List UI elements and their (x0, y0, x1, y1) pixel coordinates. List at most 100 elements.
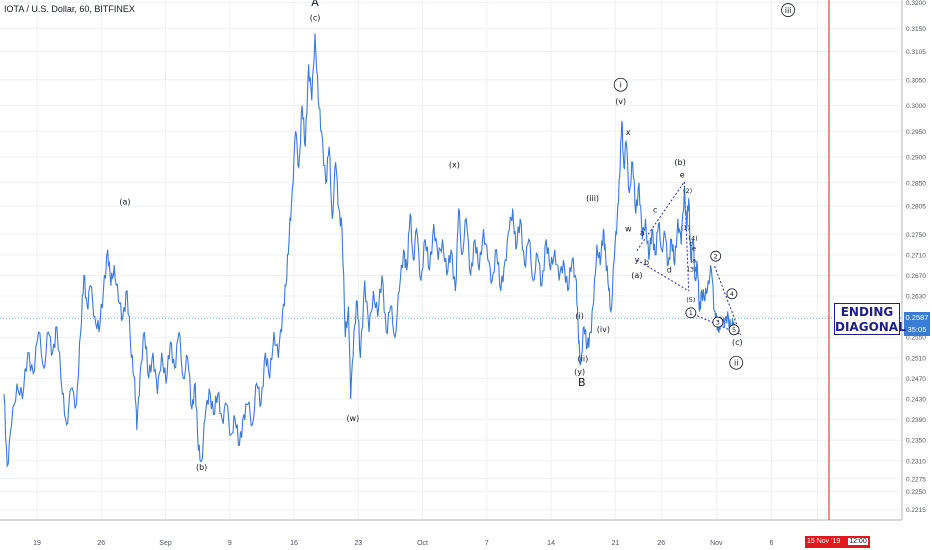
price-tick-label: 0.3000 (906, 103, 926, 110)
price-tick-label: 0.2805 (906, 203, 926, 210)
wave-label-circle (728, 324, 740, 336)
wave-label: (i) (575, 312, 583, 321)
wave-label: 1 (689, 309, 693, 317)
price-tick-label: 0.3050 (906, 77, 926, 84)
price-tick-label: 0.2470 (906, 376, 926, 383)
symbol-title: IOTA / U.S. Dollar, 60, BITFINEX (4, 4, 135, 14)
wave-label: (y) (574, 367, 585, 376)
time-tick-label: 26 (657, 540, 665, 547)
time-tick-label: Sep (159, 540, 172, 547)
time-tick-label: 19 (33, 540, 41, 547)
wave-label: (iii) (586, 194, 599, 203)
wave-label: (a) (631, 271, 642, 280)
wave-label: 4 (730, 290, 734, 298)
time-tick-label: 23 (354, 540, 362, 547)
price-tick-label: 0.2670 (906, 273, 926, 280)
time-tick-label: 6 (769, 540, 773, 547)
annotation-line-1: ENDING (840, 305, 894, 319)
wave-label: 2 (714, 252, 718, 260)
wave-label: c (689, 240, 693, 248)
price-tick-label: 0.2310 (906, 458, 926, 465)
wave-label: iii (785, 6, 792, 15)
price-tick-label: 0.2850 (906, 180, 926, 187)
price-axis: 0.3200 0.3150 0.3105 0.3050 0.3000 0.2950 0.29… (901, 0, 932, 550)
wave-label-circle (613, 77, 628, 92)
chart-grid (0, 0, 902, 520)
wave-label: (a) (119, 197, 130, 206)
wave-label: i (620, 81, 622, 90)
price-tick-label: 0.2510 (906, 355, 926, 362)
time-tick-label: 7 (485, 540, 489, 547)
price-tick-label: 0.2430 (906, 397, 926, 404)
wave-label-circle (726, 288, 738, 300)
wave-label: (b) (196, 463, 207, 472)
price-axis-panel (902, 0, 932, 550)
wave-label: x (626, 128, 631, 137)
wave-label: a (640, 228, 645, 237)
wave-label: w (625, 225, 632, 234)
price-tick-label: 0.2350 (906, 438, 926, 445)
wave-label: a (692, 257, 696, 265)
wave-label: (ii) (578, 354, 589, 363)
time-tick-label: Oct (417, 540, 428, 547)
ending-diagonal-annotation: ENDING DIAGONAL (834, 303, 906, 335)
wave-label: A (311, 0, 319, 9)
price-tick-label: 0.2390 (906, 417, 926, 424)
wave-label: e (680, 171, 685, 180)
current-price-tag: 0.2587 (904, 312, 930, 325)
time-tick-label: Nov (710, 540, 723, 547)
wave-label: ii (734, 359, 738, 368)
time-tick-label: 16 (290, 540, 298, 547)
diagonal-lower-line (689, 312, 741, 336)
time-tick-label: 26 (97, 540, 105, 547)
wave-label: (4) (688, 234, 697, 242)
time-tick-label: 9 (228, 540, 232, 547)
time-axis: 1926Sep91623Oct7142126Nov611 (0, 519, 902, 547)
wave-label: (w) (346, 414, 359, 423)
price-series-line (3, 33, 735, 468)
wave-label: y (635, 256, 640, 265)
wave-label: (3) (687, 265, 696, 273)
time-marker-tag: 15 Nov '19 12:00 (805, 536, 870, 548)
wave-label: e (692, 245, 696, 253)
wave-label: (5) (686, 296, 695, 304)
trendlines (636, 181, 742, 336)
wave-label: b (644, 258, 649, 267)
wave-label-circle (685, 307, 697, 319)
annotation-line-2: DIAGONAL (835, 320, 906, 334)
price-tick-label: 0.2900 (906, 155, 926, 162)
wave-label-circle (712, 316, 724, 328)
price-tick-label: 0.2215 (906, 507, 926, 514)
wave-label: (x) (449, 160, 460, 169)
price-tick-label: 0.2250 (906, 489, 926, 496)
wave-label: (2) (683, 187, 692, 195)
price-tick-label: 0.2275 (906, 476, 926, 483)
wave-label-circle (781, 3, 795, 17)
wave-label: (1) (681, 224, 690, 232)
time-tick-label: 14 (547, 540, 555, 547)
wave-label: (v) (615, 97, 626, 106)
wave-label-circle (729, 355, 744, 370)
price-tick-label: 0.2630 (906, 294, 926, 301)
wave-label: (c) (732, 338, 743, 347)
time-marker-date: 15 Nov '19 (807, 538, 841, 545)
wave-label: B (578, 376, 586, 389)
wave-label: d (667, 265, 672, 274)
wave-label: c (653, 206, 657, 215)
time-tick-label: 21 (611, 540, 619, 547)
price-tick-label: 0.2550 (906, 335, 926, 342)
wave-label: (c) (310, 14, 321, 23)
price-tick-label: 0.2950 (906, 129, 926, 136)
triangle-upper-line (636, 181, 685, 252)
wave-label-circle (710, 250, 722, 262)
wave-label: (b) (674, 158, 685, 167)
wave-label: (iv) (597, 325, 610, 334)
time-marker-time: 12:00 (848, 538, 868, 545)
price-tick-label: 0.3150 (906, 26, 926, 33)
countdown-tag: 35:05 (904, 324, 930, 337)
wave-label: 3 (716, 318, 720, 326)
price-tick-label: 0.3105 (906, 49, 926, 56)
diagonal-upper-line (714, 266, 742, 335)
price-tick-label: 0.2710 (906, 252, 926, 259)
